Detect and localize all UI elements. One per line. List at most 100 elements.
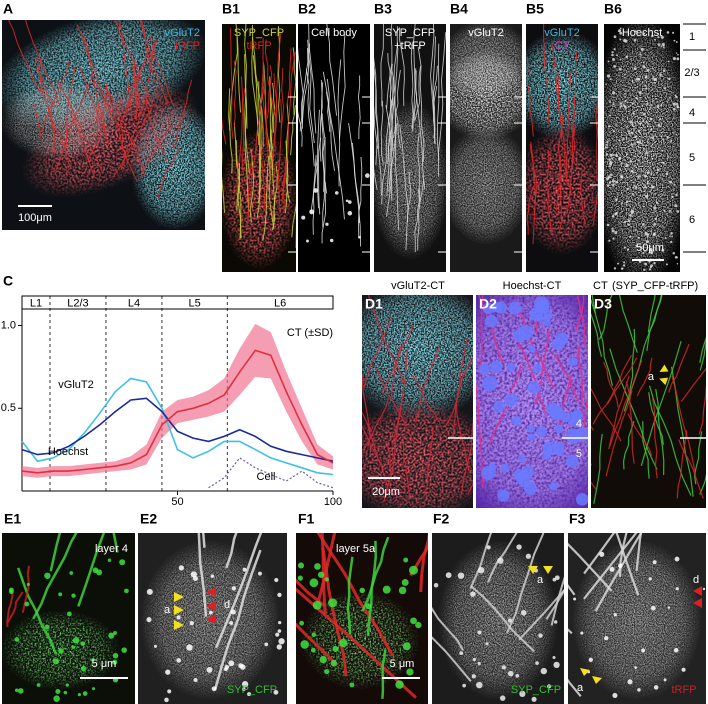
- neurite: [157, 144, 181, 198]
- neurite: [82, 34, 107, 137]
- puncta: [638, 91, 642, 94]
- puncta: [643, 32, 646, 35]
- puncta: [641, 648, 646, 653]
- puncta: [497, 557, 504, 564]
- panel-label: B3: [374, 1, 392, 17]
- puncta: [675, 41, 678, 43]
- puncta: [66, 611, 72, 617]
- puncta: [44, 572, 51, 579]
- puncta: [642, 251, 645, 255]
- puncta: [479, 363, 491, 375]
- puncta: [639, 53, 642, 56]
- neurite: [568, 542, 613, 592]
- puncta: [609, 78, 612, 81]
- neurite: [568, 678, 582, 698]
- layer-label: 2/3: [684, 67, 699, 79]
- puncta: [476, 681, 483, 689]
- puncta: [71, 593, 76, 598]
- puncta: [24, 601, 30, 607]
- puncta: [309, 578, 319, 588]
- arrowhead: [174, 592, 184, 602]
- puncta: [635, 30, 637, 33]
- puncta: [575, 493, 588, 506]
- panel-title: layer 5a: [336, 543, 376, 555]
- neurite: [256, 139, 262, 219]
- puncta: [53, 658, 60, 665]
- puncta: [622, 138, 625, 141]
- puncta: [415, 621, 422, 629]
- puncta: [654, 217, 658, 220]
- neurite: [543, 24, 549, 125]
- neurite: [213, 549, 262, 691]
- puncta: [619, 38, 622, 41]
- puncta: [507, 670, 514, 677]
- texture: [526, 125, 598, 255]
- puncta: [459, 651, 464, 656]
- puncta: [619, 31, 623, 35]
- puncta: [657, 32, 659, 35]
- puncta: [644, 75, 648, 79]
- puncta: [676, 263, 679, 265]
- neurite: [38, 55, 42, 92]
- puncta: [8, 589, 14, 595]
- neurite: [676, 430, 688, 499]
- puncta: [485, 642, 489, 646]
- puncta: [677, 53, 679, 56]
- puncta: [642, 222, 645, 226]
- puncta: [325, 222, 329, 226]
- neurite: [271, 165, 278, 231]
- puncta: [349, 682, 355, 688]
- puncta: [662, 138, 665, 141]
- neurite: [460, 418, 473, 495]
- puncta: [511, 416, 522, 426]
- puncta: [675, 193, 678, 197]
- neurite: [381, 649, 387, 699]
- layer-label: L6: [274, 297, 286, 309]
- puncta: [167, 689, 172, 694]
- neurite: [577, 346, 584, 421]
- neurite: [391, 344, 402, 398]
- layer-label: L4: [128, 297, 140, 309]
- neurite: [301, 43, 311, 124]
- puncta: [611, 53, 614, 57]
- channel-label: SYP_CFP: [227, 684, 277, 696]
- puncta: [275, 632, 280, 637]
- neurite: [320, 533, 327, 615]
- puncta: [666, 136, 669, 139]
- puncta: [675, 95, 678, 99]
- puncta: [662, 44, 665, 47]
- puncta: [659, 125, 662, 128]
- neurite: [438, 32, 446, 177]
- puncta: [650, 605, 656, 611]
- series-line: [21, 377, 334, 476]
- puncta: [241, 687, 246, 691]
- neurite: [424, 426, 433, 496]
- puncta: [358, 235, 361, 239]
- arrowhead: [528, 566, 538, 574]
- puncta: [488, 463, 497, 471]
- puncta: [651, 67, 654, 70]
- texture: [362, 295, 473, 420]
- puncta: [660, 35, 664, 39]
- x-tick-label: 50: [171, 496, 183, 508]
- annotation: a: [164, 604, 171, 616]
- puncta: [485, 314, 498, 328]
- neurite: [577, 295, 587, 349]
- puncta: [504, 393, 518, 407]
- micrograph: [2, 533, 135, 704]
- puncta: [605, 143, 608, 146]
- neurite: [8, 20, 41, 93]
- neurite: [573, 50, 578, 137]
- neurite: [251, 25, 259, 137]
- neurite: [467, 482, 473, 495]
- puncta: [612, 103, 615, 106]
- neurite: [506, 533, 545, 634]
- puncta: [631, 102, 634, 105]
- puncta: [629, 160, 633, 163]
- arrowhead: [659, 377, 669, 386]
- puncta: [614, 231, 618, 235]
- arrowhead: [543, 566, 553, 574]
- puncta: [406, 668, 414, 676]
- puncta: [667, 60, 670, 63]
